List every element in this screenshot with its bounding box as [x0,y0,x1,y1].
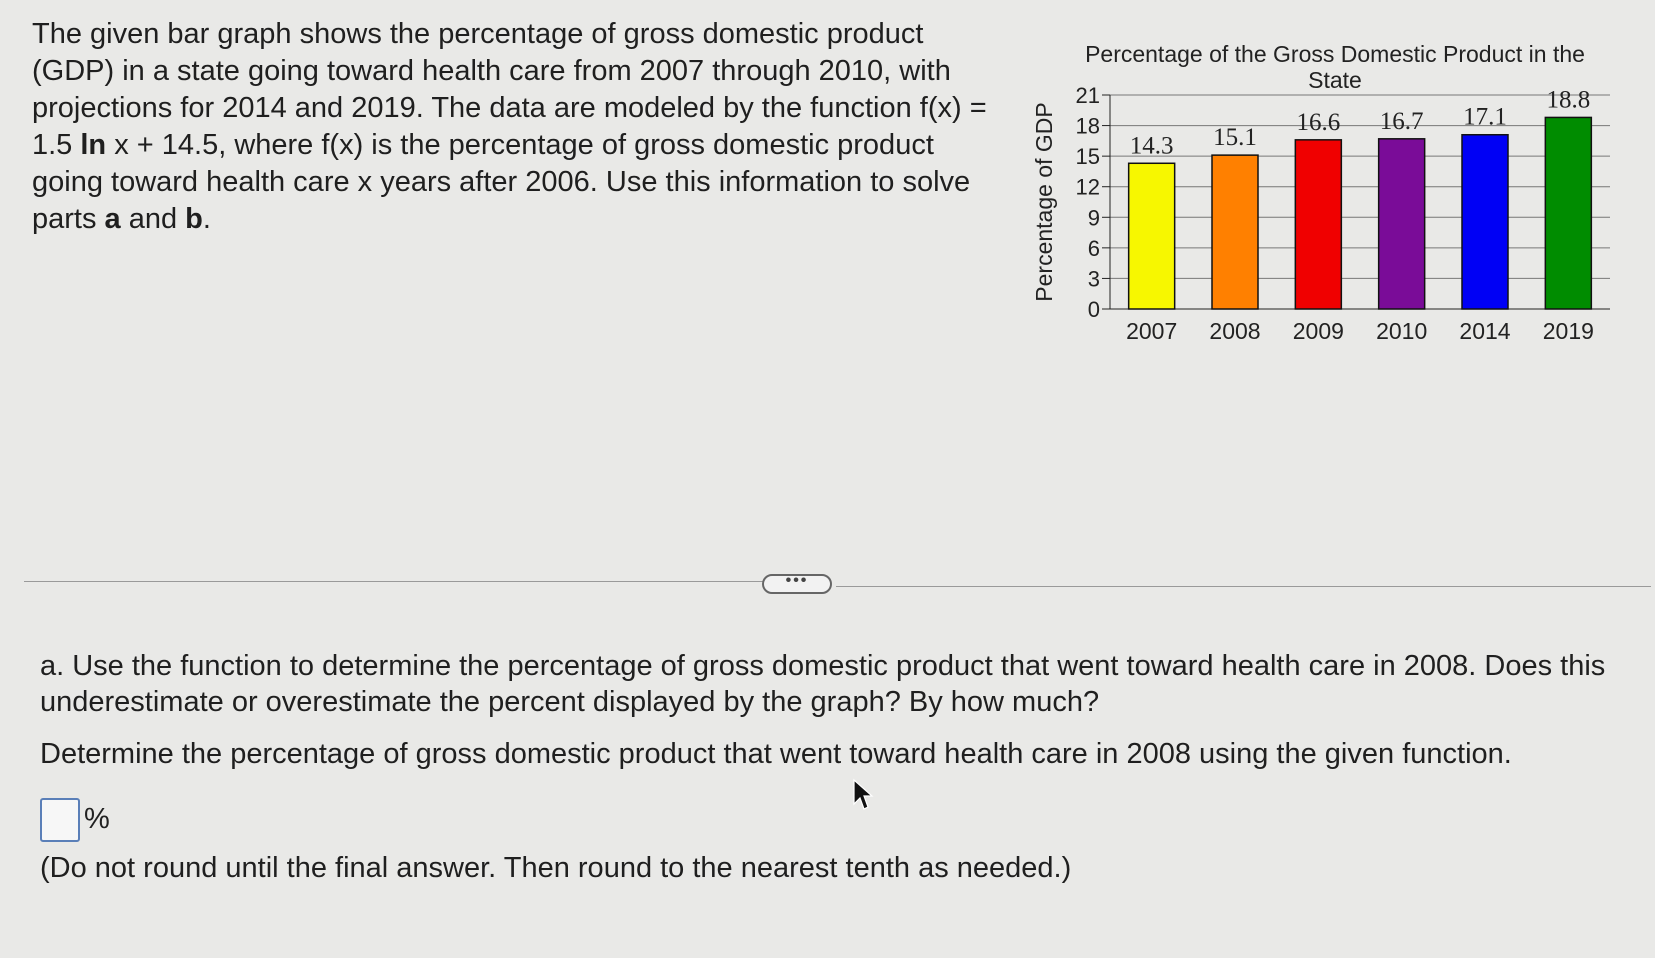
question-part-a: a. Use the function to determine the per… [40,650,1606,718]
chart-title-line: State [1308,67,1362,93]
y-tick-label: 6 [1088,236,1100,261]
bar-data-label: 14.3 [1130,132,1174,159]
bar [1294,139,1343,310]
expand-more-button[interactable]: ••• [762,573,832,594]
rounding-note: (Do not round until the final answer. Th… [40,852,1072,884]
problem-intro: The given bar graph shows the percentage… [32,16,992,238]
intro-and: and [120,203,186,235]
y-tick-label: 9 [1088,205,1100,230]
gdp-bar-chart: Percentage of the Gross Domestic Product… [1010,30,1630,350]
answer-row: % [40,798,110,842]
intro-text: The given bar graph shows the percentage… [32,18,987,161]
y-axis-label: Percentage of GDP [1031,102,1057,301]
x-tick-label: 2008 [1209,318,1260,344]
intro-text-2: x + 14.5, where f(x) is the percentage o… [32,129,971,235]
y-tick-label: 12 [1076,175,1100,200]
bar [1211,154,1259,310]
answer-input[interactable] [40,798,80,842]
section-divider-right [836,586,1651,587]
bar [1127,162,1176,310]
bar-data-label: 17.1 [1463,104,1507,131]
section-divider-left [24,581,764,582]
part-a-label: a [104,203,121,235]
y-tick-label: 15 [1076,144,1100,169]
bar [1377,138,1426,310]
ln-label: ln [80,129,107,161]
x-tick-label: 2010 [1376,318,1427,344]
part-b-label: b [185,203,203,235]
y-tick-label: 21 [1076,83,1100,108]
bar [1544,116,1593,310]
x-tick-label: 2007 [1126,318,1177,344]
y-tick-label: 0 [1088,297,1100,322]
mouse-pointer-icon [853,778,874,810]
bar-data-label: 15.1 [1213,124,1257,151]
bar-data-label: 16.6 [1296,109,1340,136]
bar [1461,133,1509,310]
bar-data-label: 16.7 [1380,108,1424,135]
percent-unit: % [84,803,110,835]
chart-svg: Percentage of the Gross Domestic Product… [1031,41,1610,344]
bar-data-label: 18.8 [1546,86,1590,113]
x-tick-label: 2019 [1543,318,1594,344]
x-tick-label: 2009 [1293,318,1344,344]
y-tick-label: 3 [1088,266,1100,291]
y-tick-label: 18 [1076,114,1100,139]
intro-end: . [202,203,211,235]
x-tick-label: 2014 [1459,318,1510,344]
chart-title-line: Percentage of the Gross Domestic Product… [1085,41,1585,67]
instruction-text: Determine the percentage of gross domest… [40,738,1512,770]
